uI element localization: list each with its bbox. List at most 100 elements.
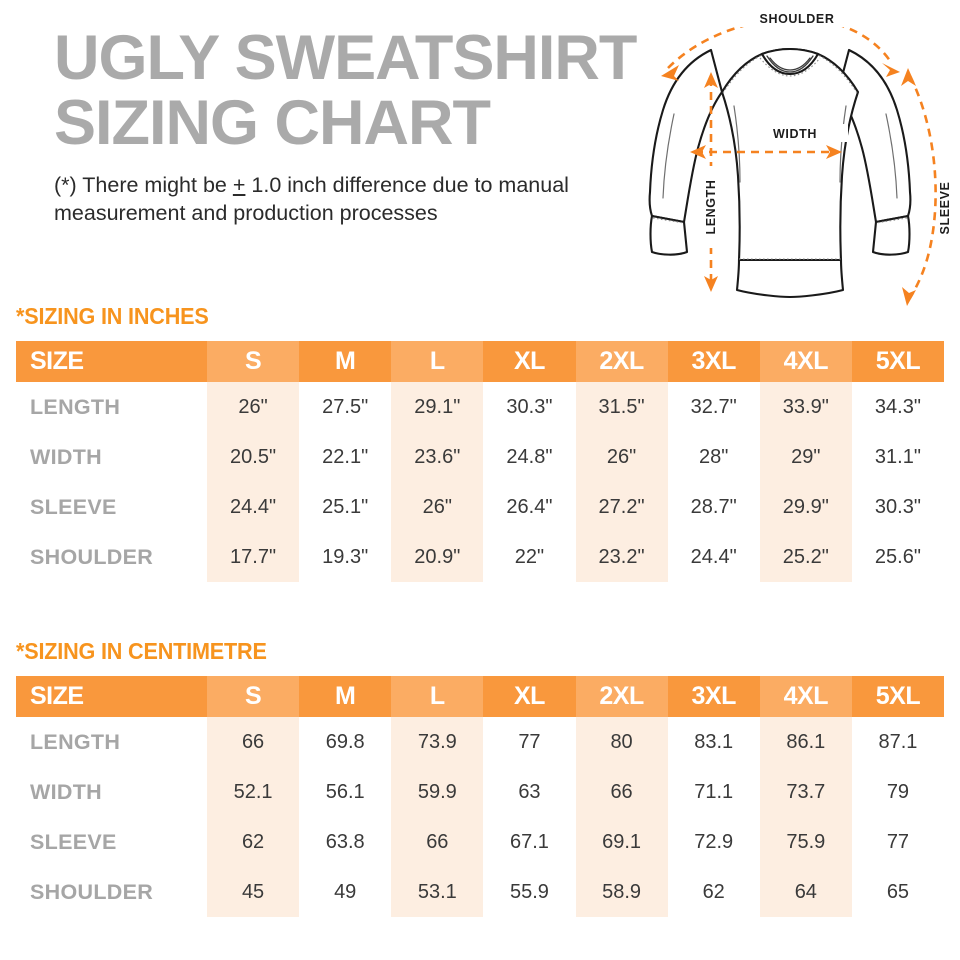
column-header-xl: XL	[483, 341, 576, 382]
cell-shoulder-s: 45	[207, 867, 300, 917]
cell-sleeve-3xl: 72.9	[667, 817, 760, 867]
cell-width-l: 59.9	[391, 767, 484, 817]
sweatshirt-outline-icon	[648, 47, 912, 299]
column-header-5xl: 5XL	[851, 676, 944, 717]
cell-shoulder-m: 19.3"	[299, 532, 392, 582]
width-label: WIDTH	[773, 127, 817, 141]
measurement-note: (*) There might be + 1.0 inch difference…	[54, 172, 594, 228]
width-arrowhead-right	[826, 145, 842, 159]
cell-width-xl: 63	[483, 767, 576, 817]
cell-sleeve-2xl: 27.2"	[575, 482, 668, 532]
row-label-sleeve: SLEEVE	[16, 817, 207, 867]
cell-length-l: 73.9	[391, 717, 484, 767]
cell-length-xl: 30.3"	[483, 382, 576, 432]
cell-length-xl: 77	[483, 717, 576, 767]
column-header-5xl: 5XL	[851, 341, 944, 382]
width-label-bg	[742, 124, 848, 142]
cell-length-3xl: 83.1	[667, 717, 760, 767]
stitch-detail	[652, 54, 908, 260]
title-block: UGLY SWEATSHIRT SIZING CHART (*) There m…	[54, 23, 637, 228]
sleeve-arrowhead-bottom	[902, 287, 916, 306]
row-label-shoulder: SHOULDER	[16, 532, 207, 582]
cell-width-m: 56.1	[299, 767, 392, 817]
cell-shoulder-3xl: 62	[667, 867, 760, 917]
table-row: LENGTH 26" 27.5" 29.1" 30.3" 31.5" 32.7"…	[16, 382, 944, 432]
column-header-size: SIZE	[16, 341, 207, 382]
cell-shoulder-4xl: 25.2"	[759, 532, 852, 582]
table-row: WIDTH 52.1 56.1 59.9 63 66 71.1 73.7 79	[16, 767, 944, 817]
cell-sleeve-m: 25.1"	[299, 482, 392, 532]
header-zone: UGLY SWEATSHIRT SIZING CHART (*) There m…	[0, 0, 960, 306]
cell-width-3xl: 28"	[667, 432, 760, 482]
cell-sleeve-m: 63.8	[299, 817, 392, 867]
cell-sleeve-4xl: 75.9	[759, 817, 852, 867]
cell-sleeve-l: 66	[391, 817, 484, 867]
arrow-heads	[661, 63, 916, 306]
cell-width-s: 20.5"	[207, 432, 300, 482]
collar-detail	[766, 55, 814, 73]
diagram-labels: SHOULDER WIDTH LENGTH SLEEVE	[702, 10, 955, 248]
column-header-m: M	[299, 341, 392, 382]
cell-shoulder-2xl: 23.2"	[575, 532, 668, 582]
cell-sleeve-4xl: 29.9"	[759, 482, 852, 532]
sleeve-label: SLEEVE	[938, 182, 952, 235]
column-header-3xl: 3XL	[667, 676, 760, 717]
cell-shoulder-4xl: 64	[759, 867, 852, 917]
shoulder-arrowhead-right	[882, 63, 900, 77]
page-title-line-2: SIZING CHART	[54, 87, 491, 158]
cell-width-m: 22.1"	[299, 432, 392, 482]
section-title-inches: *SIZING IN INCHES	[16, 303, 209, 329]
shoulder-arrowhead-left	[661, 65, 679, 81]
column-header-l: L	[391, 676, 484, 717]
table-row: WIDTH 20.5" 22.1" 23.6" 24.8" 26" 28" 29…	[16, 432, 944, 482]
shoulder-label-bg	[735, 10, 859, 27]
cell-sleeve-xl: 67.1	[483, 817, 576, 867]
cell-shoulder-s: 17.7"	[207, 532, 300, 582]
cell-shoulder-l: 20.9"	[391, 532, 484, 582]
table-row: LENGTH 66 69.8 73.9 77 80 83.1 86.1 87.1	[16, 717, 944, 767]
cell-length-4xl: 86.1	[759, 717, 852, 767]
cell-shoulder-xl: 22"	[483, 532, 576, 582]
page-title-line-1: UGLY SWEATSHIRT	[54, 23, 637, 93]
row-label-length: LENGTH	[16, 382, 207, 432]
length-label: LENGTH	[704, 180, 718, 235]
cell-length-5xl: 34.3"	[851, 382, 944, 432]
column-header-s: S	[207, 676, 300, 717]
column-header-size: SIZE	[16, 676, 207, 717]
table-row: SLEEVE 62 63.8 66 67.1 69.1 72.9 75.9 77	[16, 817, 944, 867]
cell-shoulder-l: 53.1	[391, 867, 484, 917]
sleeve-arrow-line	[908, 75, 937, 299]
row-label-width: WIDTH	[16, 767, 207, 817]
sleeve-label-bg	[937, 170, 955, 246]
cell-sleeve-5xl: 30.3"	[851, 482, 944, 532]
column-header-m: M	[299, 676, 392, 717]
cell-sleeve-5xl: 77	[851, 817, 944, 867]
sleeve-arrowhead-top	[901, 68, 916, 86]
table-row: SHOULDER 17.7" 19.3" 20.9" 22" 23.2" 24.…	[16, 532, 944, 582]
table-header-row: SIZE S M L XL 2XL 3XL 4XL 5XL	[16, 341, 944, 382]
table-row: SHOULDER 45 49 53.1 55.9 58.9 62 64 65	[16, 867, 944, 917]
cell-length-l: 29.1"	[391, 382, 484, 432]
table-header-row: SIZE S M L XL 2XL 3XL 4XL 5XL	[16, 676, 944, 717]
cell-sleeve-s: 62	[207, 817, 300, 867]
cell-length-2xl: 31.5"	[575, 382, 668, 432]
shoulder-label: SHOULDER	[760, 12, 835, 26]
table-row: SLEEVE 24.4" 25.1" 26" 26.4" 27.2" 28.7"…	[16, 482, 944, 532]
row-label-sleeve: SLEEVE	[16, 482, 207, 532]
cell-width-3xl: 71.1	[667, 767, 760, 817]
cell-shoulder-5xl: 65	[851, 867, 944, 917]
cell-width-5xl: 79	[851, 767, 944, 817]
cell-length-m: 69.8	[299, 717, 392, 767]
column-header-2xl: 2XL	[575, 676, 668, 717]
width-arrowhead-left	[690, 145, 706, 159]
row-label-shoulder: SHOULDER	[16, 867, 207, 917]
column-header-2xl: 2XL	[575, 341, 668, 382]
cell-shoulder-3xl: 24.4"	[667, 532, 760, 582]
cell-width-4xl: 73.7	[759, 767, 852, 817]
cell-shoulder-5xl: 25.6"	[851, 532, 944, 582]
cell-width-s: 52.1	[207, 767, 300, 817]
sweatshirt-diagram: SHOULDER WIDTH LENGTH SLEEVE	[638, 6, 956, 322]
cell-sleeve-2xl: 69.1	[575, 817, 668, 867]
row-label-length: LENGTH	[16, 717, 207, 767]
